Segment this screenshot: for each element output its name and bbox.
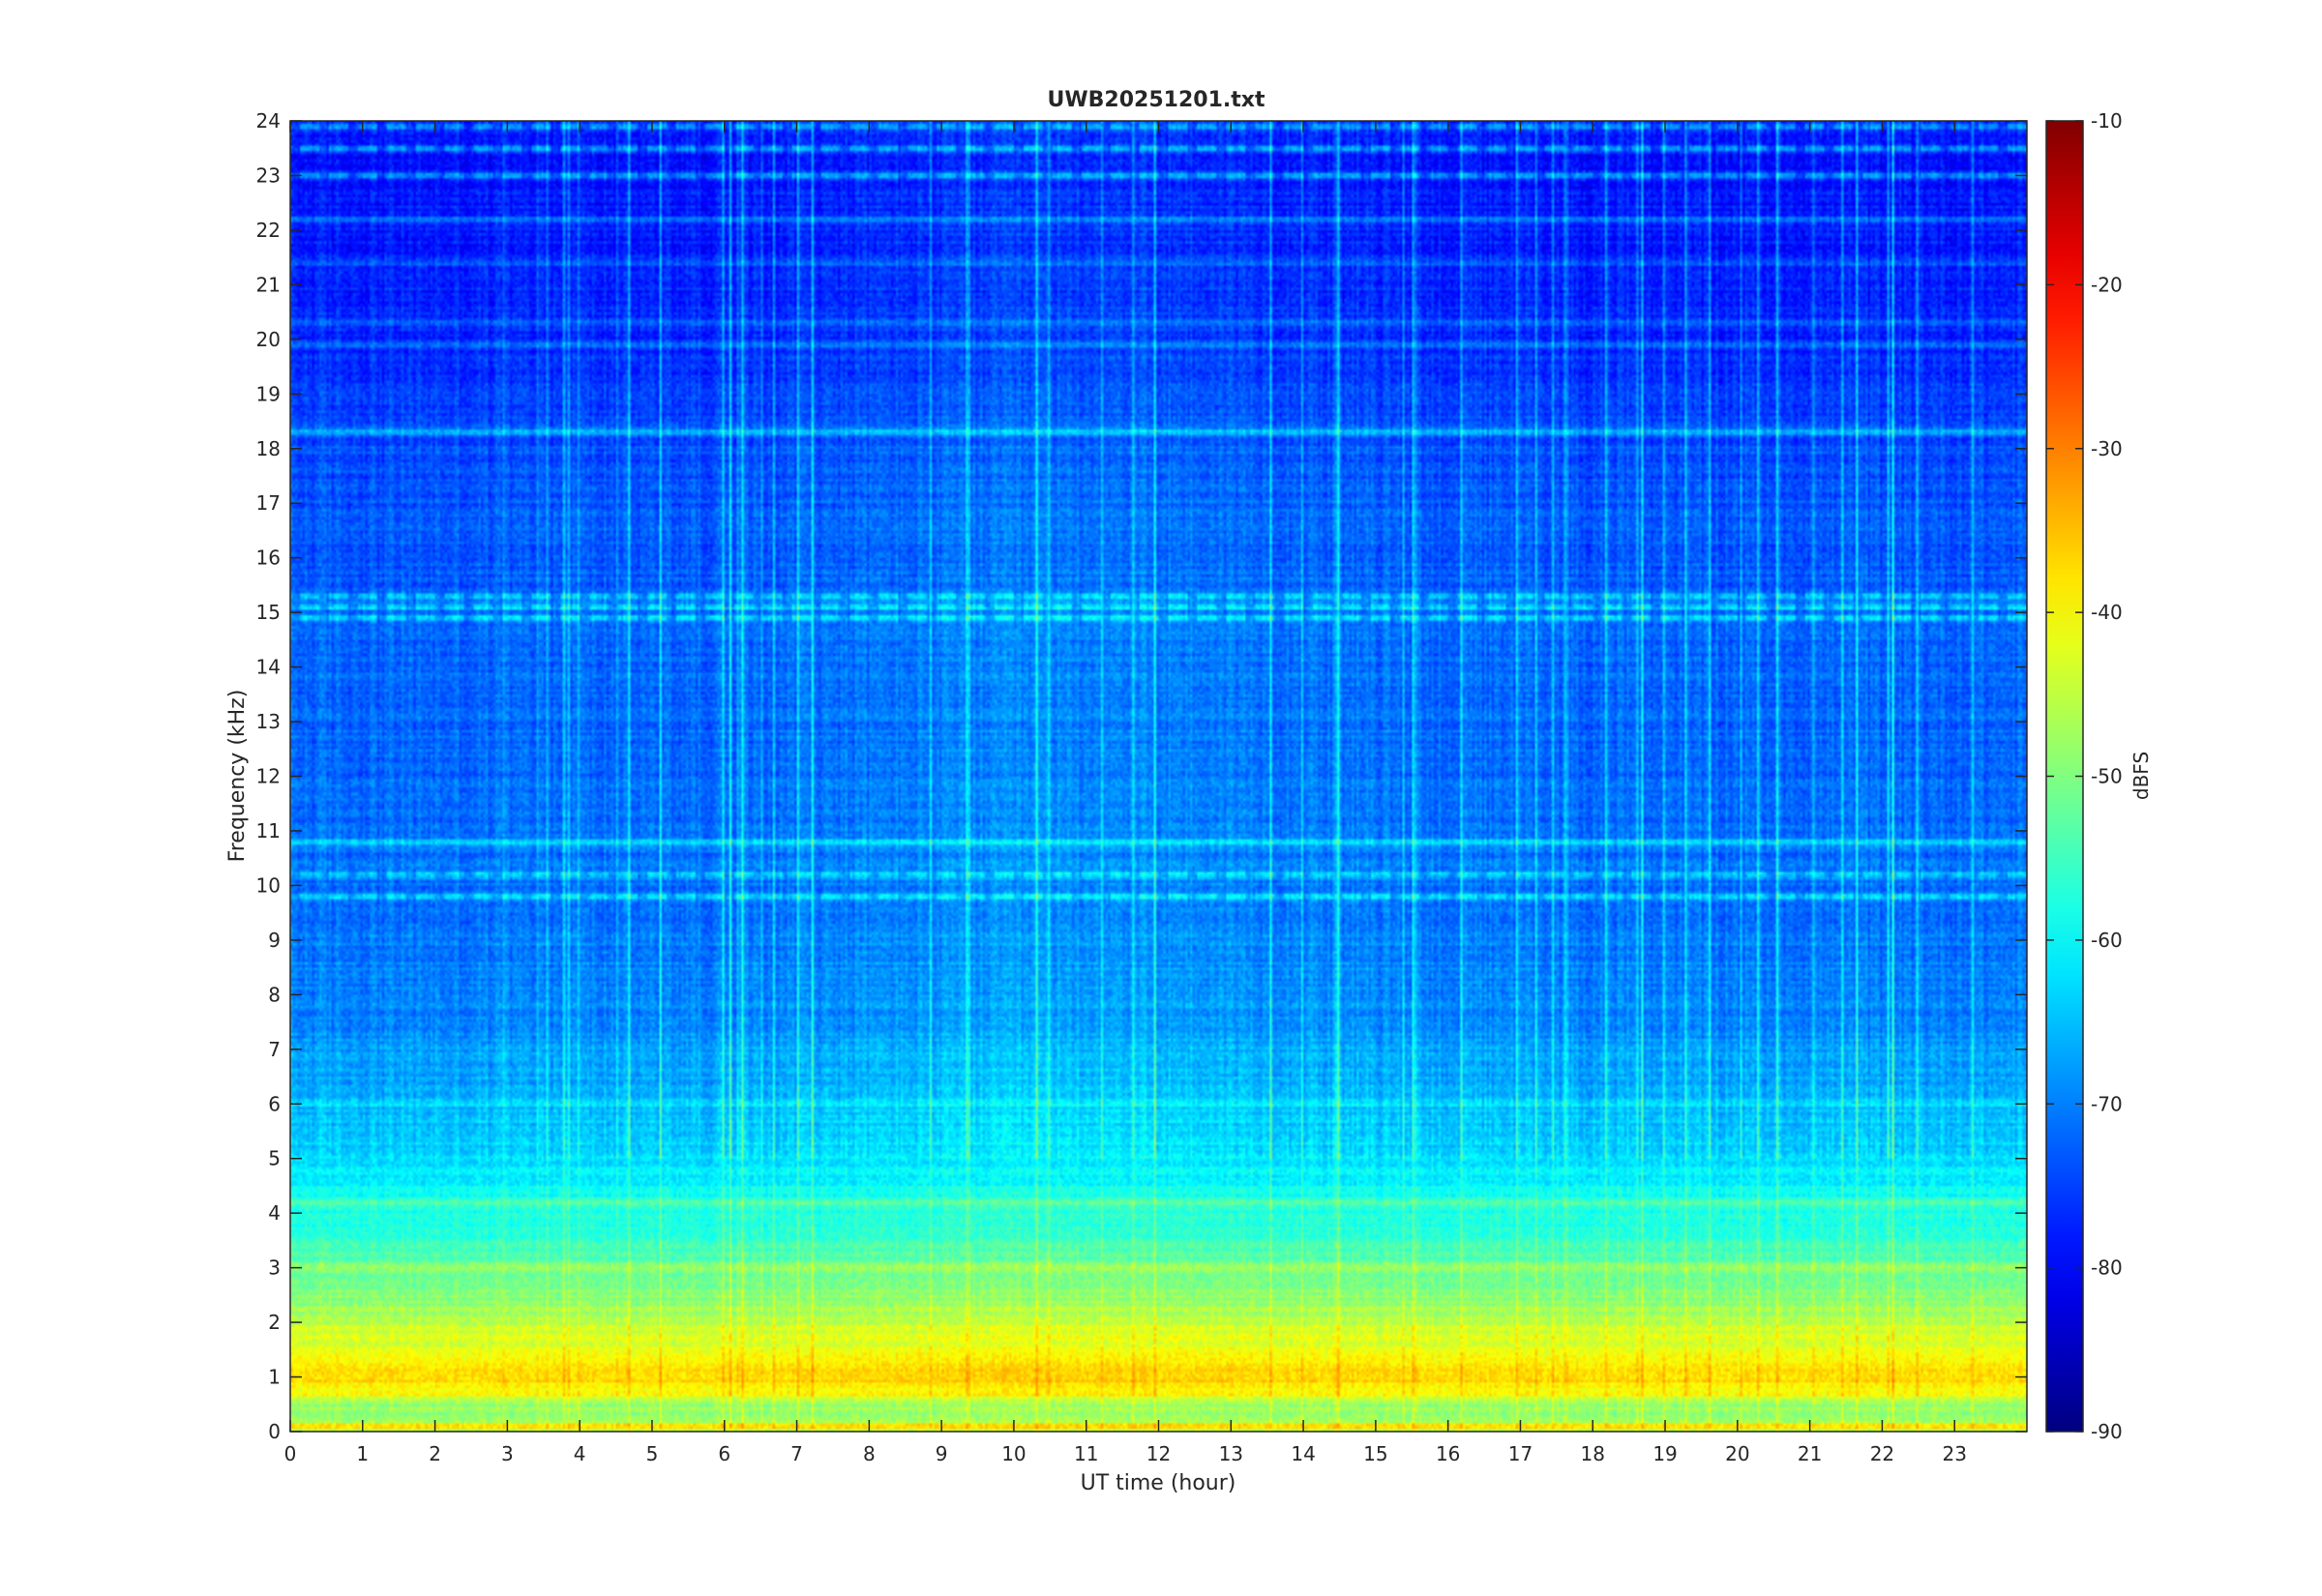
y-tick-label: 23 [256,163,281,187]
colorbar-tick-label: -10 [2091,109,2123,133]
x-tick-label: 19 [1652,1442,1677,1465]
x-tick-label: 13 [1219,1442,1243,1465]
x-tick-label: 6 [718,1442,730,1465]
x-tick-label: 3 [501,1442,514,1465]
y-tick-label: 20 [256,328,281,351]
colorbar-tick-label: -30 [2091,437,2123,460]
x-tick-label: 16 [1436,1442,1460,1465]
y-tick-label: 15 [256,601,281,624]
y-tick-label: 16 [256,547,281,570]
x-tick-label: 14 [1291,1442,1315,1465]
colorbar-ticks: -10 -20 -30 -40 -50 -60 -70 -80 -90 [2046,109,2123,1443]
y-tick-label: 3 [268,1256,281,1280]
x-tick-label: 10 [1001,1442,1026,1465]
x-tick-label: 12 [1146,1442,1171,1465]
y-tick-label: 14 [256,656,281,679]
colorbar-tick-label: -40 [2091,601,2123,624]
x-axis: 0 1 2 3 4 5 6 7 8 9 10 11 12 13 14 15 16 17 18 19 20 21 22 23 [284,121,1967,1465]
colorbar-tick-label: -70 [2091,1092,2123,1115]
x-tick-label: 22 [1870,1442,1894,1465]
x-tick-label: 21 [1798,1442,1822,1465]
colorbar: -10 -20 -30 -40 -50 -60 -70 -80 -90 dBFS [2045,109,2153,1443]
y-tick-label: 6 [268,1092,281,1115]
x-tick-label: 17 [1508,1442,1533,1465]
colorbar-tick-label: -20 [2091,273,2123,296]
y-tick-label: 8 [268,983,281,1006]
y-tick-label: 7 [268,1038,281,1061]
x-tick-label: 4 [574,1442,586,1465]
y-tick-label: 24 [256,109,281,133]
x-tick-label: 7 [790,1442,803,1465]
x-tick-label: 8 [863,1442,876,1465]
x-tick-label: 15 [1363,1442,1387,1465]
y-tick-label: 10 [256,873,281,897]
y-tick-label: 12 [256,765,281,788]
plot-area [289,120,2028,1433]
y-tick-label: 17 [256,491,281,515]
chart-title: UWB20251201.txt [1048,88,1265,112]
colorbar-tick-label: -60 [2091,929,2123,952]
x-tick-label: 20 [1725,1442,1749,1465]
y-axis-label: Frequency (kHz) [225,690,250,863]
x-tick-label: 0 [284,1442,297,1465]
colorbar-tick-label: -50 [2091,765,2123,788]
y-tick-label: 0 [268,1420,281,1443]
colorbar-label: dBFS [2129,752,2153,800]
x-tick-label: 1 [356,1442,369,1465]
y-tick-label: 2 [268,1311,281,1334]
x-tick-label: 9 [936,1442,948,1465]
y-tick-label: 11 [256,819,281,842]
spectrogram-heatmap [290,121,2027,1432]
y-tick-label: 21 [256,273,281,296]
colorbar-tick-label: -80 [2091,1256,2123,1280]
x-axis-label: UT time (hour) [1081,1471,1236,1495]
y-tick-label: 19 [256,382,281,405]
x-tick-label: 5 [646,1442,659,1465]
y-tick-label: 4 [268,1201,281,1225]
y-tick-label: 9 [268,929,281,952]
y-tick-label: 1 [268,1366,281,1389]
x-tick-label: 23 [1942,1442,1966,1465]
colorbar-tick-label: -90 [2091,1420,2123,1443]
y-tick-label: 13 [256,710,281,733]
y-tick-label: 18 [256,437,281,460]
x-tick-label: 2 [429,1442,441,1465]
x-tick-label: 18 [1581,1442,1605,1465]
y-tick-label: 22 [256,219,281,242]
x-tick-label: 11 [1074,1442,1098,1465]
y-tick-label: 5 [268,1147,281,1170]
